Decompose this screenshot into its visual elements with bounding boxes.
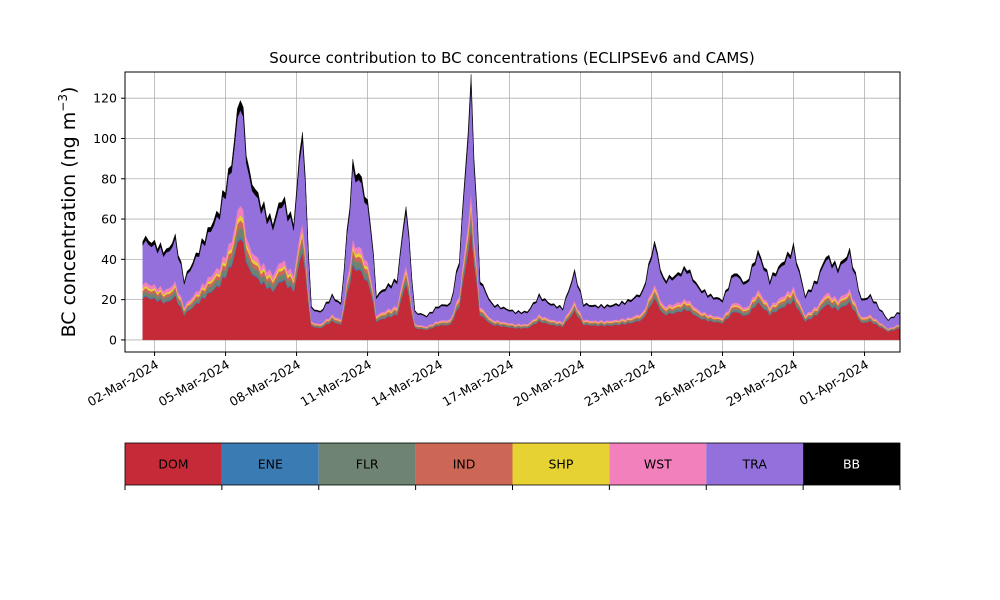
legend-swatch-ind bbox=[415, 443, 513, 485]
y-tick-label: 20 bbox=[101, 292, 117, 307]
y-tick-label: 0 bbox=[109, 332, 117, 347]
x-tick-label: 20-Mar-2024 bbox=[511, 357, 587, 410]
x-tick-label: 01-Apr-2024 bbox=[797, 357, 871, 409]
x-tick-label: 14-Mar-2024 bbox=[369, 357, 445, 410]
x-tick-label: 23-Mar-2024 bbox=[582, 357, 658, 410]
x-tick-label: 29-Mar-2024 bbox=[724, 357, 800, 410]
legend: DOM ENE FLR IND SHP WST TRA BB bbox=[124, 442, 901, 490]
legend-label-tra: TRA bbox=[742, 457, 768, 472]
plot-frame bbox=[124, 71, 901, 353]
x-tick-label: 26-Mar-2024 bbox=[653, 357, 729, 410]
legend-swatch-ene bbox=[221, 443, 319, 485]
legend-swatch-shp bbox=[512, 443, 610, 485]
chart-title: Source contribution to BC concentrations… bbox=[269, 49, 754, 67]
stacked-areas bbox=[142, 74, 901, 341]
legend-label-bb: BB bbox=[843, 457, 860, 472]
legend-swatch-flr bbox=[318, 443, 416, 485]
x-tick-label: 05-Mar-2024 bbox=[156, 357, 232, 410]
legend-label-shp: SHP bbox=[549, 457, 574, 472]
legend-swatch-wst bbox=[609, 443, 707, 485]
legend-swatch-tra bbox=[706, 443, 804, 485]
x-tick-label: 17-Mar-2024 bbox=[440, 357, 516, 410]
y-axis-label: BC concentration (ng m−3) bbox=[56, 87, 80, 338]
legend-label-ene: ENE bbox=[258, 457, 283, 472]
x-tick-label: 02-Mar-2024 bbox=[85, 357, 161, 410]
y-tick-label: 120 bbox=[93, 91, 117, 106]
x-tick-label: 08-Mar-2024 bbox=[227, 357, 303, 410]
legend-swatch-bb bbox=[803, 443, 900, 485]
legend-frame bbox=[124, 442, 901, 486]
y-tick-label: 80 bbox=[101, 171, 117, 186]
x-tick-label: 11-Mar-2024 bbox=[298, 357, 374, 410]
legend-label-dom: DOM bbox=[158, 457, 188, 472]
legend-label-ind: IND bbox=[453, 457, 476, 472]
y-tick-label: 100 bbox=[93, 131, 117, 146]
y-tick-label: 40 bbox=[101, 252, 117, 267]
y-tick-label: 60 bbox=[101, 212, 117, 227]
legend-label-wst: WST bbox=[644, 457, 672, 472]
legend-label-flr: FLR bbox=[356, 457, 379, 472]
legend-swatch-dom bbox=[125, 443, 222, 485]
